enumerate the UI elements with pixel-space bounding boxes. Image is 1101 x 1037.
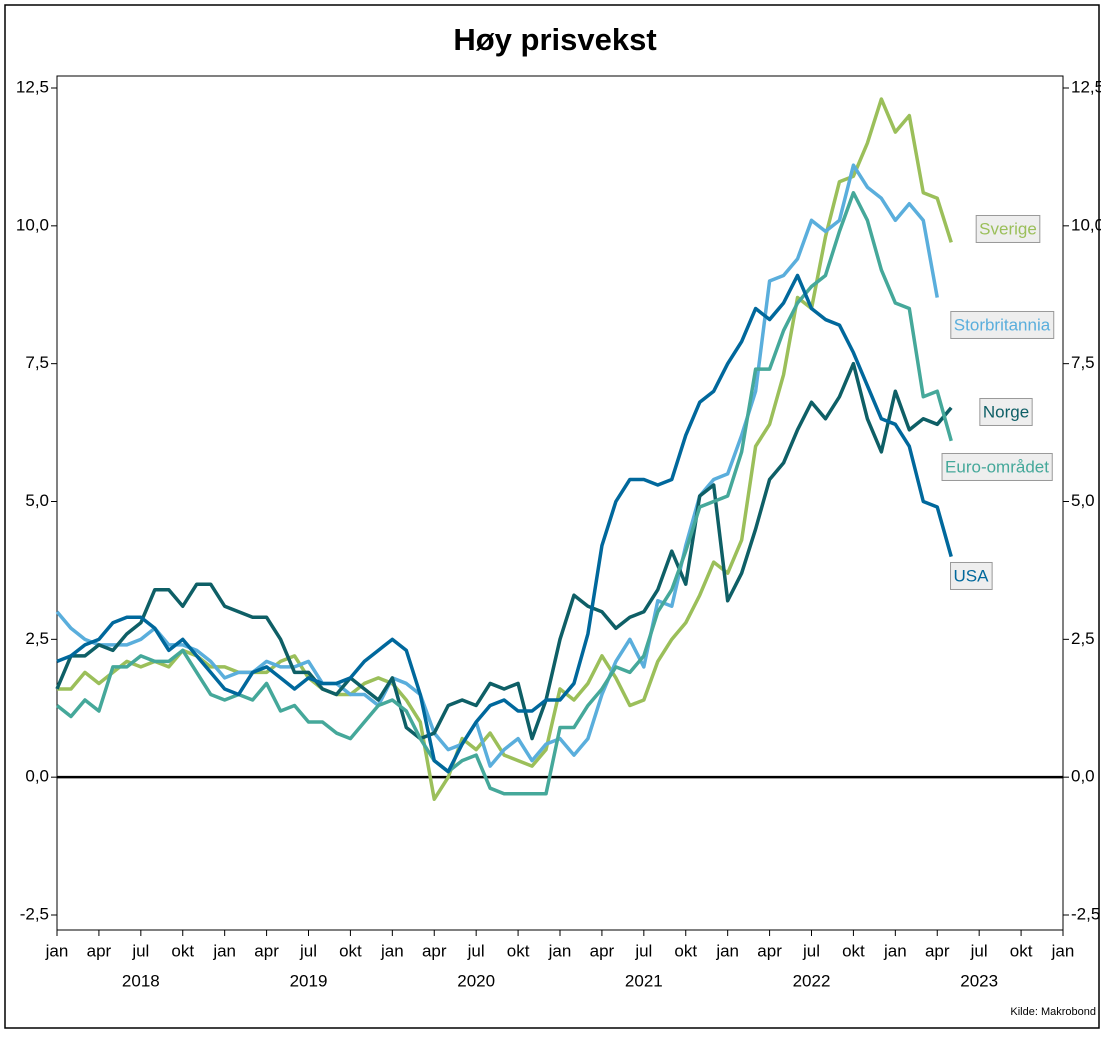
y-tick-label: 0,0 <box>25 767 49 786</box>
x-tick-label: okt <box>339 941 362 960</box>
y2-tick-label: 5,0 <box>1071 491 1095 510</box>
series-label-box <box>941 452 1053 481</box>
x-tick-label: okt <box>1010 941 1033 960</box>
chart-title: Høy prisvekst <box>453 22 656 57</box>
source: Kilde: Makrobond <box>1010 1006 1096 1018</box>
year-label: 2023 <box>960 971 998 990</box>
y2-tick-label: 7,5 <box>1071 353 1095 372</box>
x-tick-label: jul <box>467 941 485 960</box>
x-tick-label: okt <box>842 941 865 960</box>
series-label: Norge <box>983 402 1029 421</box>
year-label: 2020 <box>457 971 495 990</box>
series-line <box>55 163 939 768</box>
series-label: Sverige <box>979 219 1037 238</box>
y2-tick-label: 10,0 <box>1071 215 1101 234</box>
x-tick-label: apr <box>87 941 112 960</box>
y2-tick-label: -2,5 <box>1071 904 1100 923</box>
y-tick-label: 12,5 <box>16 77 49 96</box>
y-tick-label: -2,5 <box>20 904 49 923</box>
y2-tick-label: 2,5 <box>1071 629 1095 648</box>
x-tick-label: apr <box>422 941 447 960</box>
frame <box>4 4 1100 1029</box>
x-tick-label: apr <box>925 941 950 960</box>
series-label: USA <box>954 566 990 585</box>
x-tick-label: apr <box>757 941 782 960</box>
y-tick-label: 2,5 <box>25 629 49 648</box>
series-label-box <box>950 561 993 590</box>
year-label: 2018 <box>122 971 160 990</box>
series-label-box <box>975 214 1041 243</box>
x-tick-label: jul <box>299 941 317 960</box>
x-tick-label: okt <box>674 941 697 960</box>
x-tick-label: okt <box>507 941 530 960</box>
x-tick-label: jan <box>45 941 69 960</box>
y-tick-label: 5,0 <box>25 491 49 510</box>
x-tick-label: jan <box>212 941 236 960</box>
x-tick-label: jan <box>883 941 907 960</box>
x-tick-label: jan <box>548 941 572 960</box>
x-tick-label: jan <box>380 941 404 960</box>
x-tick-label: jul <box>970 941 988 960</box>
y-tick-label: 10,0 <box>16 215 49 234</box>
x-tick-label: jul <box>634 941 652 960</box>
x-tick-label: jul <box>802 941 820 960</box>
y2-tick-label: 12,5 <box>1071 77 1101 96</box>
plot-area <box>56 75 1064 931</box>
x-tick-label: apr <box>590 941 615 960</box>
series-line <box>56 273 953 774</box>
series-label: Euro-området <box>945 457 1049 476</box>
year-label: 2021 <box>625 971 663 990</box>
x-tick-label: jul <box>131 941 149 960</box>
x-tick-label: jan <box>715 941 739 960</box>
series-line <box>55 361 953 741</box>
series-label: Storbritannia <box>954 315 1051 334</box>
x-tick-label: apr <box>254 941 279 960</box>
year-label: 2019 <box>290 971 328 990</box>
y-tick-label: 7,5 <box>25 353 49 372</box>
series-label-box <box>979 397 1033 426</box>
y2-tick-label: 0,0 <box>1071 767 1095 786</box>
x-tick-label: okt <box>171 941 194 960</box>
series-line <box>57 97 953 801</box>
year-label: 2022 <box>793 971 831 990</box>
series-line <box>55 191 953 796</box>
series-label-box <box>950 310 1055 339</box>
x-tick-label: jan <box>1051 941 1075 960</box>
